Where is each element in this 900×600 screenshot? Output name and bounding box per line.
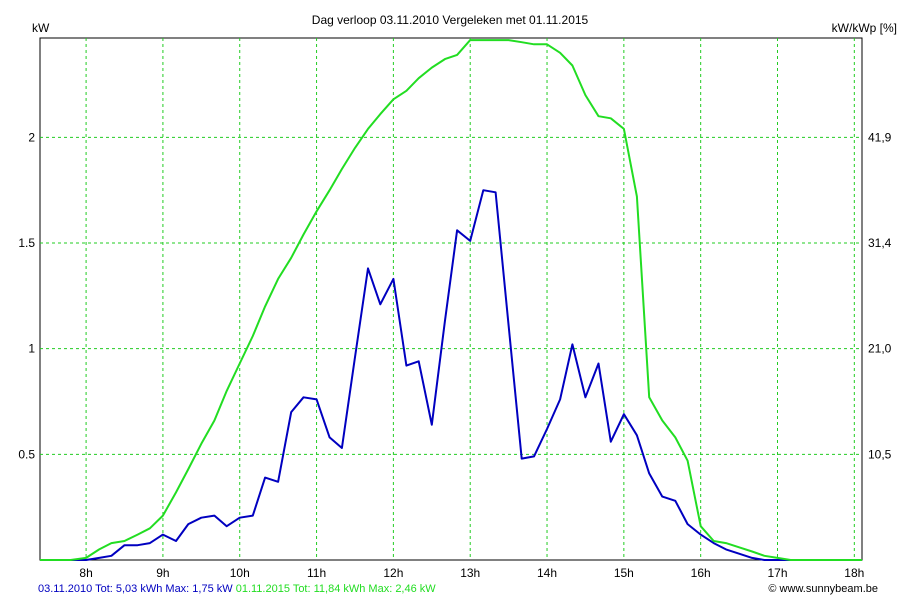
y2-tick-label: 21,0: [868, 342, 892, 356]
y2-tick-label: 41,9: [868, 130, 892, 144]
series-lines: [40, 39, 862, 561]
x-tick-label: 8h: [79, 566, 92, 580]
x-tick-label: 13h: [460, 566, 480, 580]
y-axis-label: kW: [32, 21, 50, 35]
chart-title: Dag verloop 03.11.2010 Vergeleken met 01…: [312, 13, 589, 27]
y2-axis-label: kW/kWp [%]: [832, 21, 897, 35]
tick-labels: 8h 9h 10h 11h 12h 13h 14h 15h 16h 17h 18h 0.5 10,5 1 2…: [18, 130, 891, 580]
legend-footer: 03.11.2010 Tot: 5,03 kWh Max: 1,75 kW 01…: [38, 583, 436, 595]
grid: [40, 38, 862, 560]
x-tick-label: 9h: [156, 566, 169, 580]
x-tick-label: 16h: [691, 566, 711, 580]
credit-text: © www.sunnybeam.be: [768, 583, 878, 595]
plot-area: [39, 37, 863, 561]
x-tick-label: 11h: [307, 566, 326, 580]
y2-tick-label: 10,5: [868, 447, 892, 461]
x-tick-label: 14h: [537, 566, 557, 580]
series-line-1: [40, 189, 862, 561]
y-tick-label: 2: [28, 130, 35, 144]
x-tick-label: 10h: [230, 566, 250, 580]
y-tick-label: 1.5: [18, 236, 35, 250]
x-tick-label: 12h: [383, 566, 403, 580]
x-tick-label: 18h: [844, 566, 864, 580]
legend-series-2015: 01.11.2015 Tot: 11,84 kWh Max: 2,46 kW: [235, 583, 436, 595]
y2-tick-label: 31,4: [868, 236, 892, 250]
legend-series-2010: 03.11.2010 Tot: 5,03 kWh Max: 1,75 kW: [38, 583, 233, 595]
x-tick-label: 15h: [614, 566, 634, 580]
y-tick-label: 0.5: [18, 447, 35, 461]
y-tick-label: 1: [28, 342, 35, 356]
series-line-2: [40, 39, 862, 561]
x-tick-label: 17h: [767, 566, 787, 580]
